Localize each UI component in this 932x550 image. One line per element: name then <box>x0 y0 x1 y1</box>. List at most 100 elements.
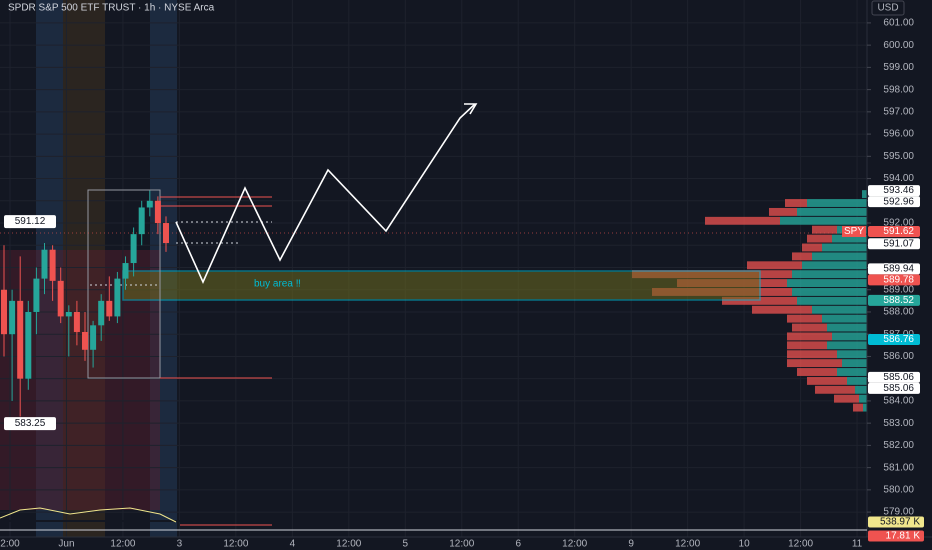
price-label-box <box>868 294 920 306</box>
price-label: 591.62 <box>883 226 914 237</box>
range-box <box>87 189 161 379</box>
profile-up <box>832 234 867 243</box>
volume-ma <box>0 507 177 523</box>
candle-body <box>106 300 113 317</box>
price-label-box <box>868 382 920 394</box>
profile-up <box>792 270 867 279</box>
profile-down <box>785 199 807 207</box>
y-tick-label: 600.00 <box>883 40 914 51</box>
y-tick-label: 579.00 <box>883 507 914 518</box>
price-label: 591.07 <box>883 238 914 249</box>
profile-down <box>787 341 827 350</box>
price-label-box <box>868 238 920 250</box>
volume-label: 538.97 K <box>880 517 920 528</box>
candle-body <box>1 289 7 335</box>
spacer <box>0 520 180 522</box>
candle-body <box>98 300 105 326</box>
candle-body <box>163 223 169 244</box>
candles <box>1 190 169 417</box>
y-tick-label: 589.00 <box>883 284 914 295</box>
x-tick-label: 12:00 <box>788 539 813 550</box>
candle-body <box>17 300 24 379</box>
y-tick-label: 581.00 <box>883 462 914 473</box>
callout-box <box>4 417 56 431</box>
profile-up <box>862 190 867 199</box>
candle-body <box>33 278 40 312</box>
candle-body <box>57 280 64 317</box>
x-tick-label: Jun <box>58 539 74 550</box>
profile-down <box>792 323 827 332</box>
price-label: 589.94 <box>883 263 914 274</box>
candle-body <box>122 263 129 279</box>
profile-down <box>787 314 822 323</box>
x-tick-label: 12:00 <box>449 539 474 550</box>
callout-label: 583.25 <box>15 418 46 429</box>
profile-down <box>769 207 797 216</box>
price-label: 585.06 <box>883 372 914 383</box>
profile-up <box>780 216 867 225</box>
x-tick-label: 5 <box>403 539 409 550</box>
candle-body <box>65 311 72 317</box>
y-tick-label: 592.00 <box>883 218 914 229</box>
profile-down <box>705 216 780 225</box>
candle-body <box>130 234 137 264</box>
y-tick-label: 599.00 <box>883 62 914 73</box>
volume-label-box <box>868 530 924 542</box>
volume-label: 17.81 K <box>886 531 921 542</box>
candle-body <box>146 200 153 208</box>
x-tick-label: 2:00 <box>0 539 20 550</box>
x-tick-label: 6 <box>515 539 521 550</box>
symbol-tag: SPY <box>844 226 864 237</box>
x-tick-label: 9 <box>628 539 634 550</box>
profile-down <box>747 261 802 270</box>
y-tick-label: 586.00 <box>883 351 914 362</box>
callout-label: 591.12 <box>15 216 46 227</box>
price-label: 588.52 <box>883 295 914 306</box>
candle-body <box>9 300 16 335</box>
x-tick-label: 11 <box>852 539 863 550</box>
candle-body <box>25 311 32 379</box>
profile-up <box>792 288 867 296</box>
profile-up <box>863 403 867 412</box>
profile-up <box>797 207 867 216</box>
profile-down <box>792 252 812 261</box>
candle-body <box>73 311 80 332</box>
profile-up <box>802 261 867 270</box>
profile-up <box>822 243 867 252</box>
currency-box <box>871 0 905 16</box>
x-tick-label: 12:00 <box>223 539 248 550</box>
profile-up <box>832 332 867 341</box>
y-tick-label: 596.00 <box>883 129 914 140</box>
price-label-box <box>868 371 920 383</box>
currency: USD <box>877 3 898 14</box>
price-label-box <box>868 334 920 346</box>
profile-down <box>802 243 822 252</box>
profile-down <box>797 368 837 376</box>
price-label: 589.78 <box>883 274 914 285</box>
profile-up <box>812 252 867 261</box>
profile-up <box>837 350 867 359</box>
profile-up <box>787 279 867 288</box>
price-label-box <box>868 274 920 286</box>
y-tick-label: 601.00 <box>883 18 914 29</box>
profile-up <box>847 376 867 385</box>
profile-up <box>822 314 867 323</box>
y-tick-label: 598.00 <box>883 84 914 95</box>
price-label: 593.46 <box>883 185 914 196</box>
profile-up <box>827 341 867 350</box>
price-label: 592.96 <box>883 196 914 207</box>
price-axis: 579.00 580.00 581.00 582.00 583.00 584.00 585.… <box>867 18 924 542</box>
buy-area-box <box>122 270 761 301</box>
profile-down <box>722 296 797 305</box>
candle-body <box>41 249 48 279</box>
candle-body <box>138 207 145 235</box>
profile-down <box>834 394 859 403</box>
profile-down <box>787 350 837 359</box>
x-tick-label: 10 <box>739 539 751 550</box>
profile-up <box>797 296 867 305</box>
profile-down <box>787 332 832 341</box>
price-label-box <box>868 225 920 237</box>
candle-body <box>154 200 161 224</box>
projection-arrow <box>464 103 478 115</box>
candle-body <box>114 278 121 317</box>
